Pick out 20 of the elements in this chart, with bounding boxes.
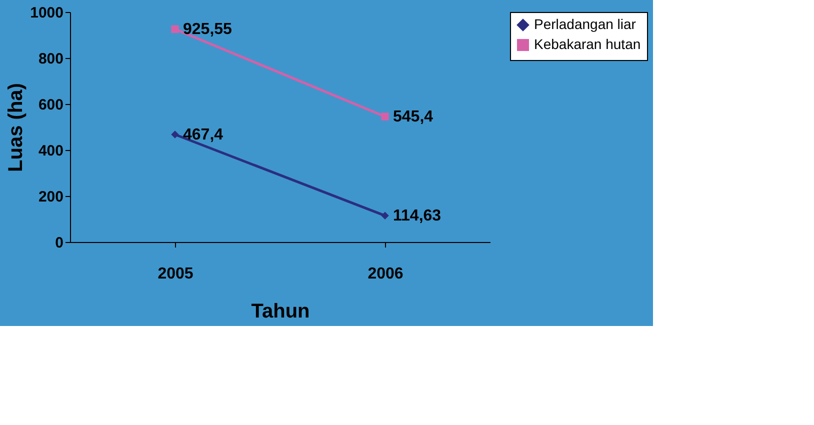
data-label: 545,4 <box>393 108 434 126</box>
point <box>171 130 179 138</box>
y-tick-label: 0 <box>55 234 64 252</box>
data-label: 467,4 <box>183 126 224 144</box>
y-tick-label: 800 <box>38 50 64 68</box>
x-axis-title: Tahun <box>251 300 310 322</box>
x-tick-label: 2006 <box>368 266 404 282</box>
legend-label: Kebakaran hutan <box>534 36 641 52</box>
data-label: 925,55 <box>183 21 232 38</box>
point <box>381 212 389 220</box>
y-tick-label: 1000 <box>30 4 64 22</box>
data-label: 114,63 <box>393 208 442 225</box>
y-axis-title: Luas (ha) <box>5 83 28 172</box>
y-tick-label: 600 <box>38 96 64 114</box>
legend-label: Perladangan liar <box>534 16 636 32</box>
point <box>381 112 389 120</box>
y-tick-label: 400 <box>38 142 64 160</box>
y-tick-label: 200 <box>38 188 64 206</box>
x-tick-label: 2005 <box>158 266 194 282</box>
point <box>171 25 179 33</box>
